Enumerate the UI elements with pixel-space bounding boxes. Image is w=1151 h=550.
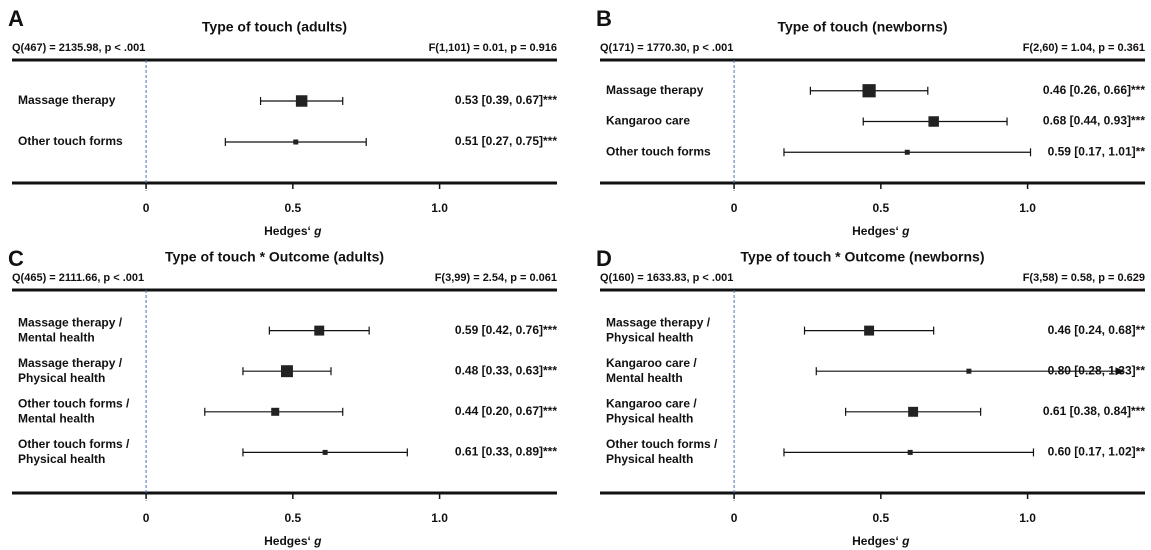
value-label: 0.48 [0.33, 0.63]*** <box>455 363 557 377</box>
panel: C Type of touch * Outcome (adults) Q(465) … <box>8 246 557 548</box>
moderator-stat: F(1,101) = 0.01, p = 0.916 <box>429 42 557 54</box>
x-axis-label: Hedges‘ g <box>264 224 322 238</box>
panel-title: Type of touch * Outcome (newborns) <box>741 249 985 265</box>
panel-title: Type of touch (adults) <box>202 19 347 35</box>
x-axis-label-symbol: g <box>313 224 322 238</box>
row-label: Massage therapy / <box>606 315 711 329</box>
heterogeneity-stat: Q(160) = 1633.83, p < .001 <box>600 272 733 284</box>
row-label: Physical health <box>18 371 105 385</box>
value-label: 0.51 [0.27, 0.75]*** <box>455 134 557 148</box>
x-tick-label: 1.0 <box>1019 511 1036 525</box>
point-estimate <box>314 325 325 336</box>
panel-title: Type of touch (newborns) <box>777 19 947 35</box>
x-tick-label: 0 <box>143 511 150 525</box>
x-axis-label-symbol: g <box>901 224 910 238</box>
row-label: Massage therapy <box>18 93 116 107</box>
moderator-stat: F(3,99) = 2.54, p = 0.061 <box>435 272 557 284</box>
x-axis-label-symbol: g <box>901 534 910 548</box>
value-label: 0.59 [0.17, 1.01]** <box>1048 144 1146 158</box>
panel: A Type of touch (adults) Q(467) = 2135.98,… <box>8 6 557 238</box>
panel-letter: B <box>596 6 612 31</box>
panel: B Type of touch (newborns) Q(171) = 1770.3… <box>596 6 1145 238</box>
value-label: 0.46 [0.26, 0.66]*** <box>1043 83 1145 97</box>
point-estimate <box>322 449 328 455</box>
row-label: Massage therapy / <box>18 315 123 329</box>
row-label: Massage therapy <box>606 83 704 97</box>
value-label: 0.46 [0.24, 0.68]** <box>1048 323 1146 337</box>
ci-arrow <box>1115 367 1125 376</box>
row-label: Mental health <box>606 371 683 385</box>
point-estimate <box>907 449 913 455</box>
row-label: Mental health <box>18 330 95 344</box>
point-estimate <box>271 407 280 416</box>
row-label: Physical health <box>606 452 693 466</box>
value-label: 0.68 [0.44, 0.93]*** <box>1043 114 1145 128</box>
x-axis-label-text: Hedges‘ <box>264 224 311 238</box>
x-tick-label: 0.5 <box>872 511 889 525</box>
row-label: Other touch forms / <box>18 396 130 410</box>
row-label: Physical health <box>606 411 693 425</box>
value-label: 0.59 [0.42, 0.76]*** <box>455 323 557 337</box>
point-estimate <box>862 84 876 98</box>
moderator-stat: F(2,60) = 1.04, p = 0.361 <box>1023 42 1145 54</box>
panel-letter: C <box>8 246 24 271</box>
heterogeneity-stat: Q(171) = 1770.30, p < .001 <box>600 42 733 54</box>
x-tick-label: 0.5 <box>284 201 301 215</box>
point-estimate <box>293 139 299 145</box>
point-estimate <box>864 325 875 336</box>
x-tick-label: 0 <box>143 201 150 215</box>
value-label: 0.60 [0.17, 1.02]** <box>1048 445 1146 459</box>
x-tick-label: 0 <box>731 511 738 525</box>
panel-letter: D <box>596 246 612 271</box>
row-label: Massage therapy / <box>18 356 123 370</box>
row-label: Mental health <box>18 411 95 425</box>
panel-title: Type of touch * Outcome (adults) <box>165 249 384 265</box>
value-label: 0.44 [0.20, 0.67]*** <box>455 404 557 418</box>
value-label: 0.53 [0.39, 0.67]*** <box>455 93 557 107</box>
x-tick-label: 0.5 <box>284 511 301 525</box>
point-estimate <box>966 368 972 374</box>
row-label: Physical health <box>18 452 105 466</box>
x-tick-label: 1.0 <box>431 511 448 525</box>
x-axis-label-text: Hedges‘ <box>852 224 899 238</box>
x-tick-label: 1.0 <box>431 201 448 215</box>
row-label: Kangaroo care / <box>606 396 697 410</box>
row-label: Kangaroo care <box>606 114 690 128</box>
value-label: 0.61 [0.33, 0.89]*** <box>455 445 557 459</box>
heterogeneity-stat: Q(465) = 2111.66, p < .001 <box>12 272 144 284</box>
heterogeneity-stat: Q(467) = 2135.98, p < .001 <box>12 42 145 54</box>
row-label: Physical health <box>606 330 693 344</box>
row-label: Other touch forms <box>606 144 711 158</box>
x-axis-label: Hedges‘ g <box>264 534 322 548</box>
x-axis-label: Hedges‘ g <box>852 224 910 238</box>
x-axis-label-text: Hedges‘ <box>852 534 899 548</box>
row-label: Other touch forms / <box>606 437 718 451</box>
value-label: 0.80 [0.28, 1.33]** <box>1048 363 1146 377</box>
x-axis-label: Hedges‘ g <box>852 534 910 548</box>
x-tick-label: 1.0 <box>1019 201 1036 215</box>
panel-letter: A <box>8 6 24 31</box>
point-estimate <box>904 149 910 155</box>
x-axis-label-symbol: g <box>313 534 322 548</box>
point-estimate <box>908 406 919 417</box>
x-tick-label: 0.5 <box>872 201 889 215</box>
point-estimate <box>280 365 293 378</box>
x-axis-label-text: Hedges‘ <box>264 534 311 548</box>
panel: D Type of touch * Outcome (newborns) Q(160… <box>596 246 1145 548</box>
row-label: Other touch forms <box>18 134 123 148</box>
row-label: Kangaroo care / <box>606 356 697 370</box>
point-estimate <box>928 116 939 127</box>
row-label: Other touch forms / <box>18 437 130 451</box>
x-tick-label: 0 <box>731 201 738 215</box>
moderator-stat: F(3,58) = 0.58, p = 0.629 <box>1023 272 1145 284</box>
point-estimate <box>295 95 308 107</box>
value-label: 0.61 [0.38, 0.84]*** <box>1043 404 1145 418</box>
